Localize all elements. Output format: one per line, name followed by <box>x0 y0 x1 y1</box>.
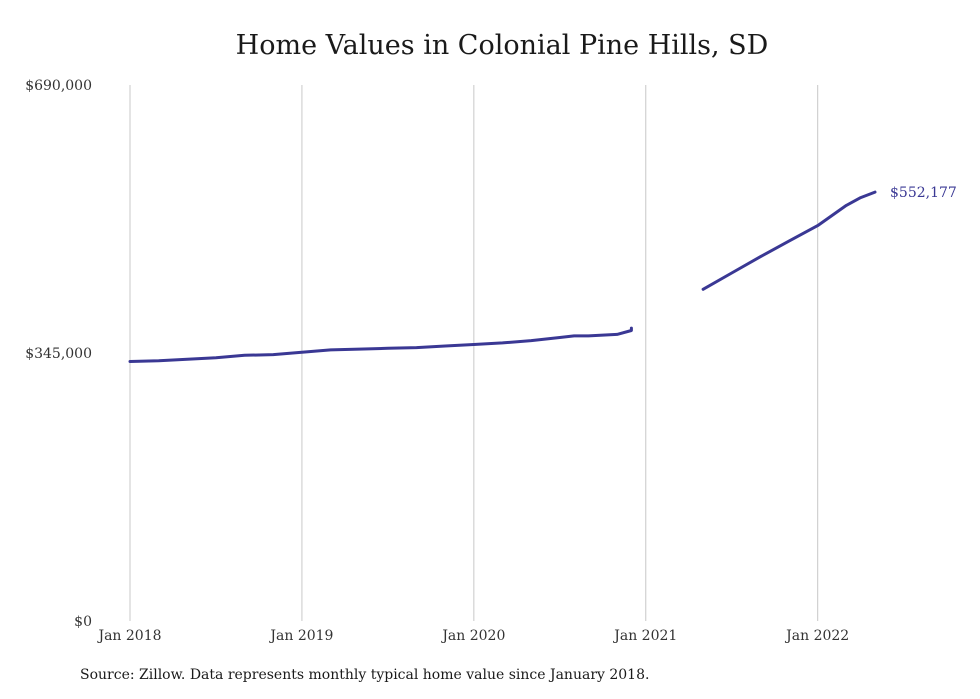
series-line-segment <box>701 190 877 291</box>
x-tick-label: Jan 2020 <box>440 628 505 644</box>
x-tick-label: Jan 2018 <box>96 628 161 644</box>
y-tick-label: $690,000 <box>25 78 92 94</box>
y-tick-label: $0 <box>74 614 92 630</box>
source-note: Source: Zillow. Data represents monthly … <box>80 667 650 683</box>
x-tick-label: Jan 2019 <box>268 628 333 644</box>
gridlines <box>129 85 819 621</box>
x-tick-label: Jan 2021 <box>612 628 677 644</box>
end-value-label: $552,177 <box>890 185 957 201</box>
series-line-segment <box>128 326 633 363</box>
axis-labels: Jan 2018 Jan 2019 Jan 2020 Jan 2021 Jan 2022… <box>25 78 849 644</box>
y-tick-label: $345,000 <box>25 346 92 362</box>
chart-title: Home Values in Colonial Pine Hills, SD <box>235 30 769 61</box>
x-tick-label: Jan 2022 <box>784 628 849 644</box>
series-lines: $552,177 <box>128 185 957 363</box>
